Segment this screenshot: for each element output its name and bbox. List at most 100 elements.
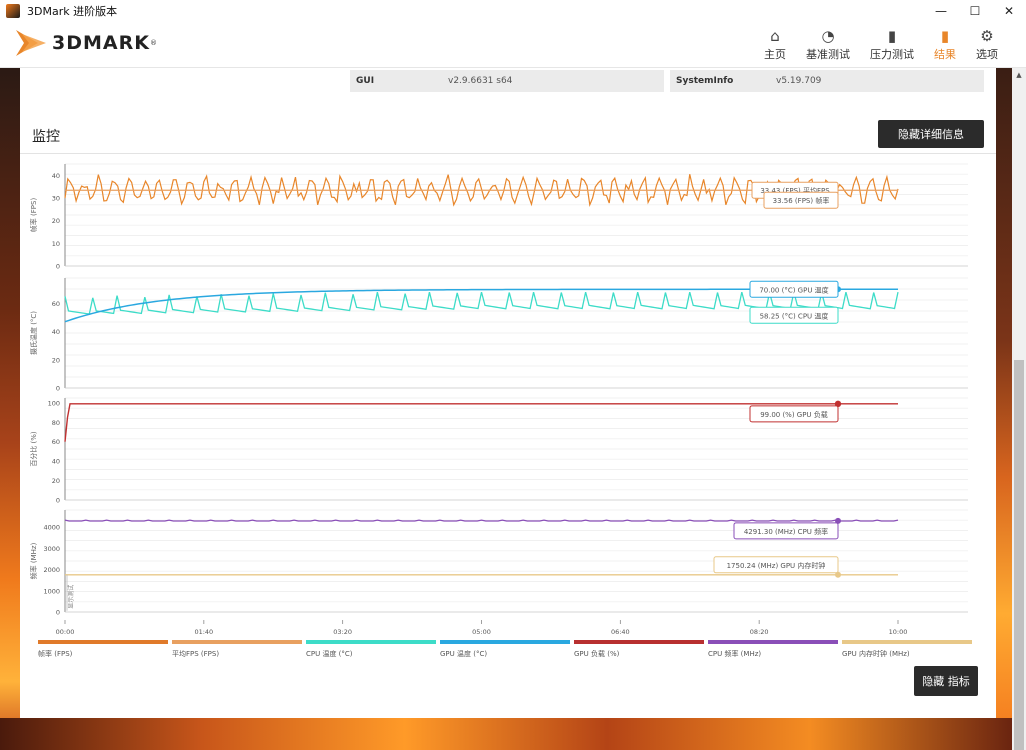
minimize-button[interactable]: — xyxy=(935,4,947,18)
y-tick-label: 20 xyxy=(52,217,60,225)
y-tick-label: 80 xyxy=(52,419,60,427)
monitor-title: 监控 xyxy=(32,129,60,145)
value-callout-box xyxy=(749,405,839,423)
y-tick-label: 0 xyxy=(56,609,60,617)
maximize-button[interactable]: ☐ xyxy=(969,4,981,18)
nav-item-4[interactable]: ⚙ 选项 xyxy=(976,26,998,62)
close-button[interactable]: ✕ xyxy=(1003,4,1015,18)
app-icon xyxy=(6,4,20,18)
x-tick-label: 01:40 xyxy=(194,628,213,634)
y-tick-label: 60 xyxy=(52,438,60,446)
systeminfo-value: v5.19.709 xyxy=(770,70,984,92)
legend-item[interactable]: GPU 温度 (°C) xyxy=(440,640,574,659)
legend-label: 帧率 (FPS) xyxy=(38,650,73,658)
legend-color-swatch xyxy=(38,640,168,644)
brand-logo-icon xyxy=(16,30,46,56)
x-tick-label: 10:00 xyxy=(889,628,908,634)
legend-item[interactable]: CPU 频率 (MHz) xyxy=(708,640,842,659)
chart-icon: ▮ xyxy=(940,27,950,45)
gpu-mem-clock-marker xyxy=(835,571,841,578)
y-tick-label: 100 xyxy=(48,399,60,407)
x-tick-label: 08:20 xyxy=(750,628,769,634)
y-tick-label: 40 xyxy=(52,458,60,466)
background-art-left xyxy=(0,68,20,750)
y-axis-label: 摄氏温度 (°C) xyxy=(29,311,38,355)
main-nav: ⌂ 主页 ◔ 基准测试 ▮ 压力测试 ▮ 结果 ⚙ 选项 xyxy=(744,26,998,62)
scroll-up-arrow-icon[interactable]: ▲ xyxy=(1016,71,1022,79)
brand-logo[interactable]: 3DMARK ® xyxy=(16,28,157,58)
nav-label: 选项 xyxy=(976,48,998,61)
background-art-right xyxy=(996,68,1012,750)
legend-color-swatch xyxy=(172,640,302,644)
legend-label: GPU 负载 (%) xyxy=(574,650,620,658)
legend-color-swatch xyxy=(306,640,436,644)
app-header: 3DMARK ® ⌂ 主页 ◔ 基准测试 ▮ 压力测试 ▮ 结果 ⚙ 选项 xyxy=(0,22,1026,68)
y-axis-label: 频率 (MHz) xyxy=(29,542,38,579)
monitoring-chart: 0 10 20 30 40 帧率 (FPS) 0 20 40 60 摄氏温度 (°C) 0 20 40 60… xyxy=(29,163,968,634)
gui-value: v2.9.6631 s64 xyxy=(442,70,664,92)
nav-item-3[interactable]: ▮ 结果 xyxy=(934,26,956,62)
legend-item[interactable]: GPU 负载 (%) xyxy=(574,640,708,659)
y-tick-label: 40 xyxy=(52,328,60,336)
y-tick-label: 0 xyxy=(56,385,60,393)
legend-color-swatch xyxy=(842,640,972,644)
value-callout-label: 33.56 (FPS) 帧率 xyxy=(773,196,830,205)
title-bar: 3DMark 进阶版本 — ☐ ✕ xyxy=(0,0,1026,22)
legend-item[interactable]: GPU 内存时钟 (MHz) xyxy=(842,640,976,659)
legend-item[interactable]: CPU 温度 (°C) xyxy=(306,640,440,659)
value-callout-label: 58.25 (°C) CPU 温度 xyxy=(760,311,829,320)
home-icon: ⌂ xyxy=(770,27,780,45)
y-tick-label: 60 xyxy=(52,300,60,308)
nav-item-0[interactable]: ⌂ 主页 xyxy=(764,26,786,62)
y-axis-label: 帧率 (FPS) xyxy=(29,198,38,233)
legend-label: GPU 内存时钟 (MHz) xyxy=(842,650,910,658)
brand-registered: ® xyxy=(149,39,157,47)
nav-label: 结果 xyxy=(934,48,956,61)
nav-item-1[interactable]: ◔ 基准测试 xyxy=(806,26,850,62)
x-tick-label: 00:00 xyxy=(56,628,75,634)
gui-label: GUI xyxy=(350,70,442,92)
vertical-scrollbar[interactable]: ▲ xyxy=(1012,68,1026,750)
value-callout-box xyxy=(713,556,839,574)
x-tick-label: 05:00 xyxy=(472,628,491,634)
brand-name: 3DMARK xyxy=(52,32,150,54)
bars-icon: ▮ xyxy=(887,27,897,45)
legend-color-swatch xyxy=(574,640,704,644)
legend-item[interactable]: 帧率 (FPS) xyxy=(38,640,172,659)
x-tick-label: 06:40 xyxy=(611,628,630,634)
value-callout-label: 70.00 (°C) GPU 温度 xyxy=(759,285,828,294)
legend-label: GPU 温度 (°C) xyxy=(440,650,488,658)
gauge-icon: ◔ xyxy=(821,27,835,45)
y-tick-label: 0 xyxy=(56,263,60,271)
value-callout-box xyxy=(733,522,839,540)
value-callout-label: 99.00 (%) GPU 负载 xyxy=(760,410,828,419)
y-tick-label: 1000 xyxy=(43,587,60,595)
nav-label: 主页 xyxy=(764,48,786,61)
value-callout-box xyxy=(763,191,839,209)
divider xyxy=(20,153,996,154)
nav-item-2[interactable]: ▮ 压力测试 xyxy=(870,26,914,62)
test-marker-label: 显示测试 xyxy=(67,585,75,609)
value-callout-label: 33.43 (FPS) 平均FPS xyxy=(760,186,830,195)
gpu-load-series-line xyxy=(64,403,898,442)
results-panel: GUI v2.9.6631 s64 SystemInfo v5.19.709 监… xyxy=(20,68,996,718)
legend-label: CPU 频率 (MHz) xyxy=(708,650,762,658)
nav-label: 基准测试 xyxy=(806,48,850,61)
y-tick-label: 4000 xyxy=(43,524,60,532)
scroll-thumb[interactable] xyxy=(1014,360,1024,750)
hide-metrics-button[interactable]: 隐藏 指标 xyxy=(914,666,978,696)
gear-icon: ⚙ xyxy=(980,27,994,45)
y-tick-label: 0 xyxy=(56,497,60,505)
y-tick-label: 20 xyxy=(52,356,60,364)
x-tick-label: 03:20 xyxy=(333,628,352,634)
window-title: 3DMark 进阶版本 xyxy=(27,5,118,18)
value-callout-label: 4291.30 (MHz) CPU 频率 xyxy=(744,527,828,536)
nav-label: 压力测试 xyxy=(870,48,914,61)
hide-details-button[interactable]: 隐藏详细信息 xyxy=(878,120,984,148)
legend-color-swatch xyxy=(708,640,838,644)
value-callout-box xyxy=(749,280,839,298)
legend-item[interactable]: 平均FPS (FPS) xyxy=(172,640,306,659)
y-tick-label: 40 xyxy=(52,172,60,180)
legend-label: 平均FPS (FPS) xyxy=(172,650,220,658)
background-art-bottom xyxy=(0,718,1012,750)
